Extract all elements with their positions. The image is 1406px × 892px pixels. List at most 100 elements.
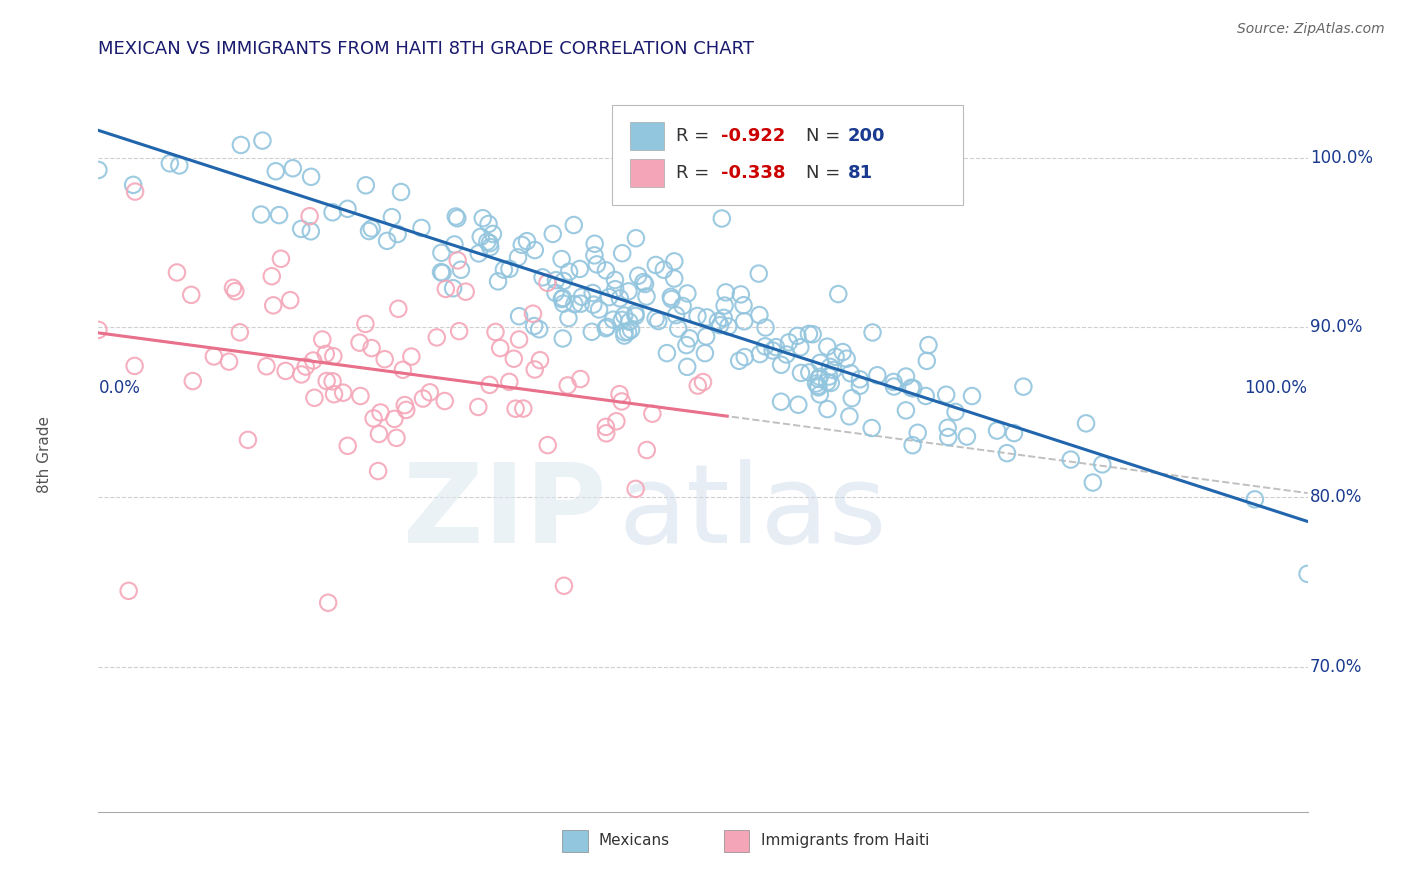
Point bbox=[426, 330, 449, 344]
Point bbox=[315, 347, 337, 361]
Text: 100.0%: 100.0% bbox=[1244, 378, 1308, 397]
Point bbox=[1002, 426, 1025, 441]
Point bbox=[508, 333, 530, 347]
Point bbox=[1296, 566, 1319, 581]
Point bbox=[401, 350, 423, 364]
Point bbox=[392, 363, 415, 377]
Point bbox=[595, 321, 617, 335]
Point bbox=[894, 369, 917, 384]
Point bbox=[582, 297, 605, 311]
Point bbox=[609, 291, 631, 305]
Point bbox=[381, 210, 404, 224]
Point bbox=[596, 319, 619, 334]
Point bbox=[218, 354, 240, 368]
Point bbox=[321, 205, 343, 219]
Point bbox=[290, 222, 312, 236]
Text: 70.0%: 70.0% bbox=[1310, 658, 1362, 676]
Point bbox=[582, 285, 605, 300]
Point bbox=[613, 326, 636, 340]
Point bbox=[498, 261, 520, 276]
Point bbox=[827, 287, 849, 301]
Point bbox=[624, 482, 647, 496]
Point bbox=[430, 265, 453, 279]
Point bbox=[838, 409, 860, 424]
Point bbox=[544, 285, 567, 300]
Point bbox=[450, 262, 472, 277]
Point bbox=[544, 273, 567, 287]
Point bbox=[820, 376, 842, 390]
Point bbox=[610, 394, 633, 409]
Point bbox=[661, 292, 683, 306]
Point bbox=[636, 289, 658, 303]
Point bbox=[441, 281, 464, 295]
Point bbox=[229, 138, 252, 153]
Point bbox=[807, 379, 830, 393]
Point bbox=[583, 248, 606, 262]
Point bbox=[634, 277, 657, 291]
Point bbox=[553, 579, 575, 593]
Point bbox=[569, 372, 592, 386]
Point bbox=[790, 366, 813, 380]
Point bbox=[363, 411, 385, 425]
Point bbox=[551, 291, 574, 305]
Text: R =: R = bbox=[676, 164, 716, 182]
Point bbox=[354, 178, 377, 193]
Point bbox=[180, 288, 202, 302]
Point bbox=[641, 407, 664, 421]
Point bbox=[676, 286, 699, 301]
Point bbox=[808, 369, 831, 384]
Point bbox=[624, 231, 647, 245]
Point bbox=[586, 257, 609, 271]
Point bbox=[692, 375, 714, 389]
Point bbox=[551, 292, 574, 306]
Point bbox=[122, 178, 145, 192]
Point bbox=[444, 210, 467, 224]
Point bbox=[696, 310, 718, 325]
Point bbox=[849, 372, 872, 386]
Point bbox=[789, 340, 811, 354]
Point bbox=[411, 221, 433, 235]
Point bbox=[311, 333, 333, 347]
Point bbox=[482, 227, 505, 241]
Point bbox=[553, 296, 575, 310]
Point bbox=[553, 274, 575, 288]
Point bbox=[695, 329, 717, 343]
Point bbox=[808, 356, 831, 370]
Point bbox=[672, 299, 695, 313]
Point bbox=[917, 338, 939, 352]
Point bbox=[489, 341, 512, 355]
Point bbox=[617, 325, 640, 339]
Point bbox=[367, 464, 389, 478]
Point bbox=[523, 319, 546, 334]
Point bbox=[652, 262, 675, 277]
Point bbox=[1060, 452, 1083, 467]
Point bbox=[609, 387, 631, 401]
Point bbox=[610, 313, 633, 327]
Point bbox=[434, 282, 457, 296]
Point bbox=[841, 391, 863, 405]
Text: R =: R = bbox=[676, 127, 716, 145]
Point bbox=[449, 324, 471, 338]
Point bbox=[510, 238, 533, 252]
Point bbox=[478, 236, 501, 251]
Point bbox=[588, 302, 610, 317]
FancyBboxPatch shape bbox=[630, 121, 664, 150]
Point bbox=[477, 235, 499, 249]
Point bbox=[815, 340, 838, 354]
Point bbox=[478, 377, 501, 392]
Point bbox=[236, 433, 259, 447]
Point bbox=[883, 379, 905, 393]
FancyBboxPatch shape bbox=[612, 105, 963, 205]
Point bbox=[647, 314, 669, 328]
Point bbox=[786, 329, 808, 343]
Point bbox=[693, 346, 716, 360]
Point bbox=[762, 343, 785, 358]
Point bbox=[709, 318, 731, 333]
Point bbox=[118, 583, 141, 598]
Point bbox=[728, 353, 751, 368]
Point bbox=[849, 378, 872, 392]
Text: N =: N = bbox=[806, 164, 846, 182]
Point bbox=[87, 163, 110, 178]
Point bbox=[484, 325, 506, 339]
Point bbox=[627, 268, 650, 283]
